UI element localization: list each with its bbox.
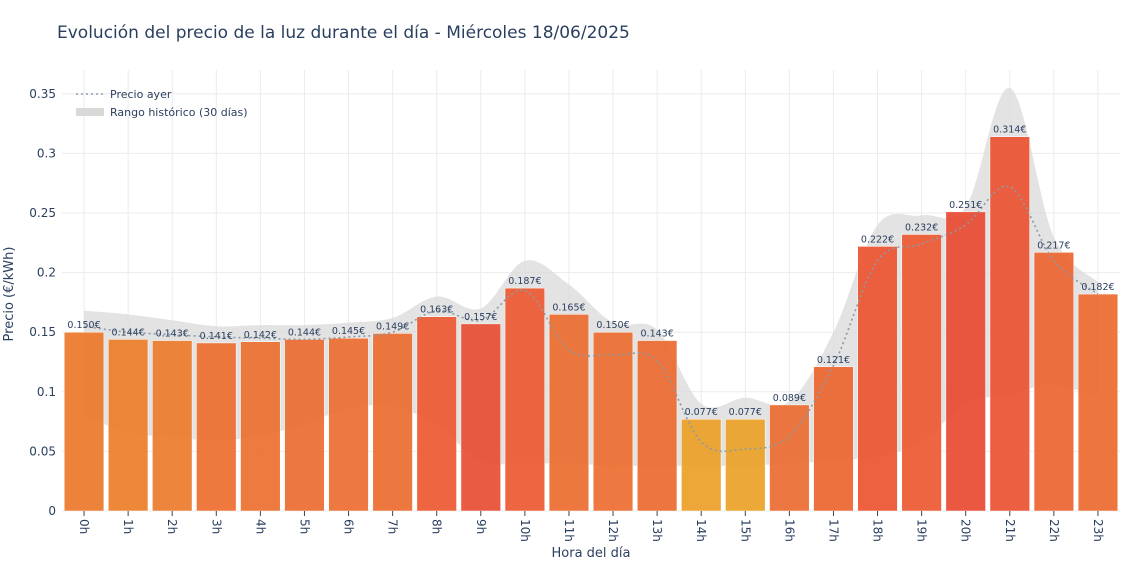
bar-9h[interactable] <box>460 323 501 512</box>
x-tick-label: 21h <box>1003 519 1017 542</box>
x-tick-label: 19h <box>915 519 929 542</box>
bar-5h[interactable] <box>284 339 325 512</box>
x-tick-label: 10h <box>518 519 532 542</box>
x-tick-label: 18h <box>871 519 885 542</box>
x-tick-label: 2h <box>165 519 179 534</box>
bar-4h[interactable] <box>240 341 281 512</box>
bar-value-label: 0.142€ <box>244 330 277 341</box>
bar-value-label: 0.157€ <box>464 312 497 323</box>
x-tick-label: 7h <box>386 519 400 534</box>
bar-15h[interactable] <box>725 418 766 512</box>
x-tick-label: 13h <box>650 519 664 542</box>
x-axis: 0h 1h 2h 3h 4h 5h 6h 7h 8h 9h 10h 11h 12h 13h 14h 15h 16… <box>77 511 1105 542</box>
yesterday-line <box>83 185 1099 453</box>
legend-item[interactable]: Rango histórico (30 días) <box>76 106 248 119</box>
bar-16h[interactable] <box>769 404 810 512</box>
bar-3h[interactable] <box>196 342 237 512</box>
x-tick-label: 12h <box>606 519 620 542</box>
x-tick-label: 5h <box>297 519 311 534</box>
bar-2h[interactable] <box>152 340 193 512</box>
x-tick-label: 6h <box>342 519 356 534</box>
x-tick-label: 20h <box>959 519 973 542</box>
bar-value-label: 0.077€ <box>685 407 718 418</box>
bar-value-label: 0.217€ <box>1037 240 1070 251</box>
y-tick-label: 0.3 <box>37 146 56 160</box>
bar-10h[interactable] <box>504 287 545 512</box>
y-tick-label: 0.15 <box>29 325 56 339</box>
bar-21h[interactable] <box>989 136 1030 512</box>
x-axis-title: Hora del día <box>552 546 631 561</box>
x-tick-label: 17h <box>826 519 840 542</box>
y-tick-label: 0 <box>48 504 56 518</box>
bar-value-label: 0.149€ <box>376 321 409 332</box>
bar-value-label: 0.165€ <box>552 302 585 313</box>
x-tick-label: 22h <box>1047 519 1061 542</box>
bar-8h[interactable] <box>416 316 457 512</box>
bar-value-label: 0.145€ <box>332 326 365 337</box>
y-tick-label: 0.2 <box>37 266 56 280</box>
x-tick-label: 8h <box>430 519 444 534</box>
y-tick-label: 0.25 <box>29 206 56 220</box>
bar-value-label: 0.143€ <box>641 329 674 340</box>
y-axis: 0 0.05 0.1 0.15 0.2 0.25 0.3 0.35 <box>29 87 56 518</box>
bar-value-label: 0.187€ <box>508 276 541 287</box>
bar-value-label: 0.182€ <box>1081 282 1114 293</box>
bar-14h[interactable] <box>681 418 722 512</box>
bar-value-label: 0.251€ <box>949 200 982 211</box>
x-tick-label: 1h <box>121 519 135 534</box>
bar-value-label: 0.089€ <box>773 393 806 404</box>
x-tick-label: 11h <box>562 519 576 542</box>
chart-title: Evolución del precio de la luz durante e… <box>57 23 630 43</box>
bar-value-label: 0.143€ <box>156 329 189 340</box>
bar-value-label: 0.314€ <box>993 125 1026 136</box>
bar-7h[interactable] <box>372 333 413 512</box>
yesterday-price-line <box>83 185 1099 453</box>
legend-label: Precio ayer <box>110 88 172 101</box>
bar-18h[interactable] <box>857 246 898 512</box>
y-axis-title: Precio (€/kWh) <box>2 247 17 342</box>
bar-0h[interactable] <box>63 331 105 512</box>
bar-1h[interactable] <box>108 339 149 512</box>
y-tick-label: 0.05 <box>29 444 56 458</box>
legend-label: Rango histórico (30 días) <box>110 106 248 119</box>
bar-value-label: 0.141€ <box>200 331 233 342</box>
bar-value-label: 0.150€ <box>67 320 100 331</box>
bar-6h[interactable] <box>328 337 369 512</box>
x-tick-label: 16h <box>782 519 796 542</box>
bar-value-label: 0.077€ <box>729 407 762 418</box>
bar-17h[interactable] <box>813 366 854 512</box>
legend[interactable]: Precio ayer Rango histórico (30 días) <box>76 88 248 119</box>
x-tick-label: 14h <box>694 519 708 542</box>
bar-12h[interactable] <box>592 331 634 512</box>
bar-22h[interactable] <box>1033 252 1074 512</box>
bar-value-label: 0.144€ <box>288 327 321 338</box>
bars <box>63 136 1119 512</box>
bar-13h[interactable] <box>637 340 678 512</box>
y-tick-label: 0.35 <box>29 87 56 101</box>
bar-value-label: 0.144€ <box>112 327 145 338</box>
bar-23h[interactable] <box>1077 293 1119 512</box>
legend-item[interactable]: Precio ayer <box>76 88 172 101</box>
bar-value-label: 0.150€ <box>596 320 629 331</box>
bar-value-labels: 0.150€ 0.144€ 0.143€ 0.141€ 0.142€ 0.144€ 0.14… <box>67 125 1114 418</box>
x-tick-label: 0h <box>77 519 91 534</box>
x-tick-label: 23h <box>1091 519 1105 542</box>
x-tick-label: 9h <box>474 519 488 534</box>
x-tick-label: 3h <box>209 519 223 534</box>
bar-19h[interactable] <box>901 234 942 512</box>
bar-value-label: 0.232€ <box>905 222 938 233</box>
x-tick-label: 4h <box>253 519 267 534</box>
legend-swatch <box>76 108 104 116</box>
bar-11h[interactable] <box>548 314 590 512</box>
x-tick-label: 15h <box>738 519 752 542</box>
bar-value-label: 0.121€ <box>817 355 850 366</box>
bar-value-label: 0.222€ <box>861 234 894 245</box>
bar-value-label: 0.163€ <box>420 305 453 316</box>
y-tick-label: 0.1 <box>37 385 56 399</box>
bar-20h[interactable] <box>945 211 986 512</box>
